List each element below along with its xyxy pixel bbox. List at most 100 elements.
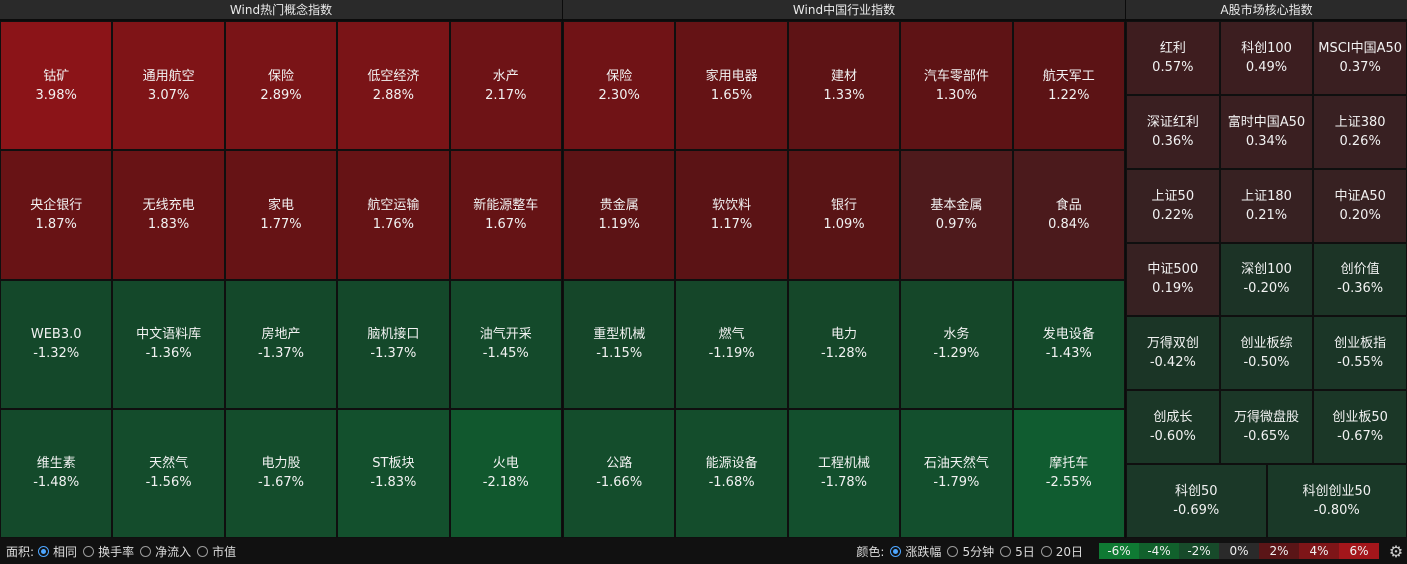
index-tile[interactable]: 红利 0.57% [1126,21,1220,95]
index-tile[interactable]: 工程机械 -1.78% [787,408,901,538]
tile-name: 上证380 [1334,114,1386,130]
index-tile[interactable]: 保险 2.30% [563,21,676,151]
index-tile[interactable]: 中文语料库 -1.36% [112,279,225,409]
tile-change: 1.33% [823,87,865,103]
index-tile[interactable]: MSCI中国A50 0.37% [1313,21,1407,95]
tile-change: 0.20% [1339,207,1381,223]
index-tile[interactable]: 家电 1.77% [224,150,338,280]
core-treemap: 红利 0.57% 科创100 0.49% MSCI中国A50 0.37% 深证红利 0.36%… [1126,21,1407,538]
tile-change: 1.87% [35,216,77,232]
index-tile[interactable]: 上证180 0.21% [1219,168,1314,243]
tile-change: -1.36% [145,346,192,362]
tile-name: 银行 [830,197,857,213]
index-tile[interactable]: 软饮料 1.17% [675,150,788,280]
index-tile[interactable]: 食品 0.84% [1012,150,1125,280]
index-tile[interactable]: 万得微盘股 -0.65% [1219,390,1314,465]
index-tile[interactable]: 通用航空 3.07% [112,21,225,151]
index-tile[interactable]: 贵金属 1.19% [563,150,676,280]
index-tile[interactable]: 中证500 0.19% [1126,242,1220,317]
radio-option[interactable]: 5日 [1000,543,1035,560]
index-tile[interactable]: 创价值 -0.36% [1313,242,1407,317]
index-tile[interactable]: 创业板50 -0.67% [1313,390,1407,465]
index-tile[interactable]: 央企银行 1.87% [0,150,113,280]
tile-change: -0.67% [1337,429,1384,445]
radio-unchecked-icon [947,545,959,557]
index-tile[interactable]: 深证红利 0.36% [1126,94,1220,169]
index-tile[interactable]: 能源设备 -1.68% [675,408,788,538]
legend-swatch: -4% [1139,543,1179,559]
index-tile[interactable]: 科创50 -0.69% [1126,464,1267,538]
tile-change: 1.77% [260,216,302,232]
gear-icon[interactable]: ⚙ [1388,541,1404,561]
index-tile[interactable]: 摩托车 -2.55% [1012,408,1125,538]
index-tile[interactable]: 房地产 -1.37% [224,279,338,409]
index-tile[interactable]: 电力 -1.28% [787,279,901,409]
radio-option[interactable]: 净流入 [140,543,191,560]
index-tile[interactable]: 公路 -1.66% [563,408,676,538]
index-tile[interactable]: 保险 2.89% [224,21,338,151]
index-tile[interactable]: 创业板指 -0.55% [1313,316,1407,391]
index-tile[interactable]: 水产 2.17% [449,21,562,151]
index-tile[interactable]: 航空运输 1.76% [337,150,450,280]
tile-change: 0.22% [1152,207,1194,223]
index-tile[interactable]: ST板块 -1.83% [337,408,450,538]
tile-change: -0.65% [1243,429,1290,445]
index-tile[interactable]: 燃气 -1.19% [675,279,788,409]
tile-change: -1.19% [708,346,755,362]
tile-change: -1.28% [820,346,867,362]
index-tile[interactable]: 上证50 0.22% [1126,168,1220,243]
color-legend: -6% -4% -2% 0% 2% 4% 6% [1099,543,1379,559]
index-tile[interactable]: 电力股 -1.67% [224,408,338,538]
radio-label: 5分钟 [962,544,995,559]
index-tile[interactable]: 富时中国A50 0.34% [1219,94,1314,169]
index-tile[interactable]: 汽车零部件 1.30% [900,21,1013,151]
index-tile[interactable]: 石油天然气 -1.79% [900,408,1013,538]
radio-option[interactable]: 5分钟 [947,543,994,560]
index-tile[interactable]: 科创100 0.49% [1219,21,1314,95]
index-tile[interactable]: 创业板综 -0.50% [1219,316,1314,391]
index-tile[interactable]: 家用电器 1.65% [675,21,788,151]
index-tile[interactable]: 万得双创 -0.42% [1126,316,1220,391]
index-tile[interactable]: 创成长 -0.60% [1126,390,1220,465]
index-tile[interactable]: 发电设备 -1.43% [1012,279,1125,409]
index-tile[interactable]: WEB3.0 -1.32% [0,279,113,409]
tile-change: -1.78% [820,475,867,491]
index-tile[interactable]: 银行 1.09% [787,150,901,280]
index-tile[interactable]: 脑机接口 -1.37% [337,279,450,409]
index-tile[interactable]: 重型机械 -1.15% [563,279,676,409]
radio-option[interactable]: 20日 [1040,543,1083,560]
tile-name: 天然气 [149,456,189,472]
index-tile[interactable]: 维生素 -1.48% [0,408,113,538]
index-tile[interactable]: 科创创业50 -0.80% [1266,464,1407,538]
index-tile[interactable]: 火电 -2.18% [449,408,562,538]
index-tile[interactable]: 基本金属 0.97% [900,150,1013,280]
index-tile[interactable]: 无线充电 1.83% [112,150,225,280]
tile-name: 央企银行 [30,197,83,213]
index-tile[interactable]: 低空经济 2.88% [337,21,450,151]
radio-option[interactable]: 相同 [38,543,77,560]
index-tile[interactable]: 新能源整车 1.67% [449,150,562,280]
tile-change: 0.21% [1245,207,1288,223]
radio-option[interactable]: 涨跌幅 [890,543,941,560]
radio-option[interactable]: 市值 [197,543,236,560]
index-tile[interactable]: 深创100 -0.20% [1219,242,1314,317]
index-tile[interactable]: 航天军工 1.22% [1012,21,1125,151]
radio-label: 相同 [53,544,78,559]
index-tile[interactable]: 中证A50 0.20% [1313,168,1407,243]
index-tile[interactable]: 建材 1.33% [787,21,901,151]
tile-change: -1.48% [33,475,80,491]
tile-change: -0.60% [1149,429,1196,445]
index-tile[interactable]: 钴矿 3.98% [0,21,113,151]
index-tile[interactable]: 油气开采 -1.45% [449,279,562,409]
tile-change: 1.17% [710,216,753,232]
index-tile[interactable]: 水务 -1.29% [900,279,1013,409]
index-tile[interactable]: 上证380 0.26% [1313,94,1407,169]
legend-swatch: 6% [1339,543,1379,559]
tile-change: -1.45% [482,346,529,362]
panel-title: Wind中国行业指数 [563,0,1125,20]
tile-name: 低空经济 [367,68,420,84]
tile-name: ST板块 [372,456,415,472]
tile-change: -1.37% [370,346,417,362]
index-tile[interactable]: 天然气 -1.56% [112,408,225,538]
radio-option[interactable]: 换手率 [83,543,134,560]
